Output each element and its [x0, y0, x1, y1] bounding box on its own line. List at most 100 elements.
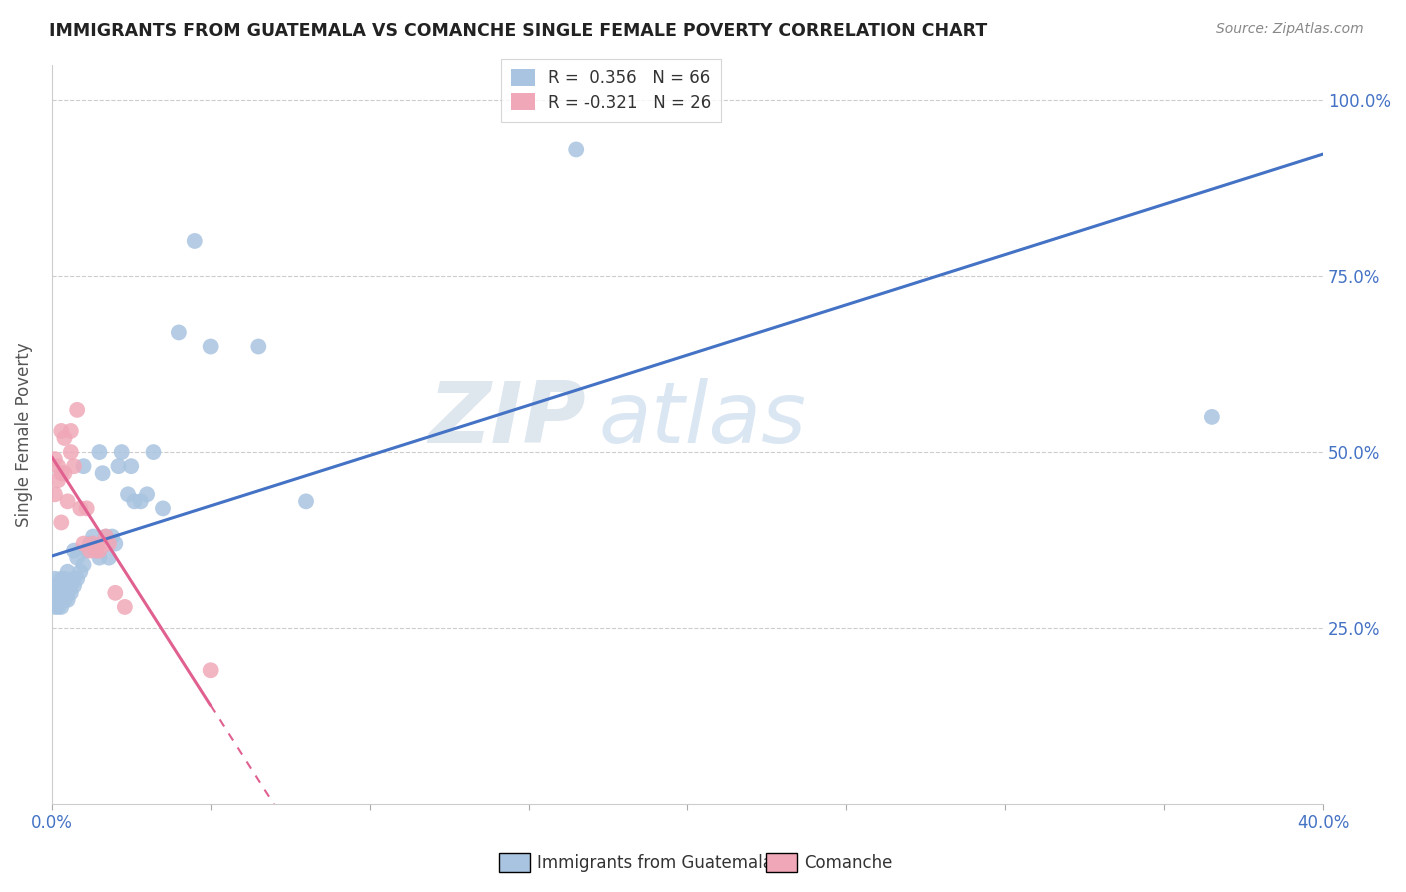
Point: [46, 473, 69, 487]
Point: [69, 565, 91, 579]
Point: [1201, 409, 1223, 424]
Point: [72, 536, 94, 550]
Point: [124, 494, 146, 508]
Point: [44, 579, 66, 593]
Point: [53, 593, 76, 607]
Point: [152, 501, 174, 516]
Point: [111, 445, 134, 459]
Point: [44, 593, 66, 607]
Point: [76, 501, 98, 516]
Point: [89, 550, 111, 565]
Point: [84, 543, 107, 558]
Point: [76, 543, 98, 558]
Point: [79, 536, 101, 550]
Point: [63, 459, 86, 474]
Point: [184, 234, 207, 248]
Point: [56, 579, 79, 593]
Point: [46, 459, 69, 474]
Point: [89, 543, 111, 558]
Text: Comanche: Comanche: [804, 854, 893, 871]
Point: [53, 579, 76, 593]
Point: [63, 572, 86, 586]
Text: ZIP: ZIP: [427, 378, 586, 461]
Point: [72, 459, 94, 474]
Point: [104, 536, 127, 550]
Point: [200, 663, 222, 677]
Point: [46, 579, 69, 593]
Point: [59, 579, 82, 593]
Point: [46, 599, 69, 614]
Point: [104, 586, 127, 600]
Point: [51, 586, 73, 600]
Point: [53, 466, 76, 480]
Point: [117, 487, 139, 501]
Point: [44, 586, 66, 600]
Point: [59, 586, 82, 600]
Point: [129, 494, 152, 508]
Point: [59, 424, 82, 438]
Point: [136, 487, 159, 501]
Text: Source: ZipAtlas.com: Source: ZipAtlas.com: [1216, 22, 1364, 37]
Text: IMMIGRANTS FROM GUATEMALA VS COMANCHE SINGLE FEMALE POVERTY CORRELATION CHART: IMMIGRANTS FROM GUATEMALA VS COMANCHE SI…: [49, 22, 987, 40]
Point: [565, 143, 588, 157]
Point: [53, 586, 76, 600]
Point: [56, 593, 79, 607]
Point: [69, 501, 91, 516]
Point: [82, 530, 104, 544]
Point: [46, 593, 69, 607]
Point: [91, 466, 114, 480]
Point: [46, 586, 69, 600]
Point: [46, 579, 69, 593]
Point: [82, 536, 104, 550]
Point: [63, 579, 86, 593]
Point: [59, 445, 82, 459]
Y-axis label: Single Female Poverty: Single Female Poverty: [15, 343, 32, 527]
Point: [114, 599, 136, 614]
Point: [44, 572, 66, 586]
Point: [66, 402, 89, 417]
Point: [94, 530, 117, 544]
Point: [107, 459, 129, 474]
Point: [51, 599, 73, 614]
Point: [56, 565, 79, 579]
Point: [97, 550, 120, 565]
Point: [66, 550, 89, 565]
Point: [120, 459, 142, 474]
Point: [46, 593, 69, 607]
Point: [53, 572, 76, 586]
Point: [167, 326, 190, 340]
Point: [44, 487, 66, 501]
Point: [51, 586, 73, 600]
Point: [51, 466, 73, 480]
Text: Immigrants from Guatemala: Immigrants from Guatemala: [537, 854, 773, 871]
Point: [51, 593, 73, 607]
Point: [44, 452, 66, 467]
Point: [51, 516, 73, 530]
Point: [56, 586, 79, 600]
Point: [101, 530, 124, 544]
Point: [72, 558, 94, 572]
Point: [97, 536, 120, 550]
Point: [44, 593, 66, 607]
Point: [84, 543, 107, 558]
Point: [79, 543, 101, 558]
Point: [44, 579, 66, 593]
Point: [53, 586, 76, 600]
Legend: R =  0.356   N = 66, R = -0.321   N = 26: R = 0.356 N = 66, R = -0.321 N = 26: [501, 59, 721, 121]
Point: [247, 339, 270, 353]
Point: [295, 494, 318, 508]
Text: atlas: atlas: [599, 378, 807, 461]
Point: [53, 431, 76, 445]
Point: [63, 543, 86, 558]
Point: [56, 494, 79, 508]
Point: [66, 572, 89, 586]
Point: [142, 445, 165, 459]
Point: [200, 339, 222, 353]
Point: [51, 579, 73, 593]
Point: [44, 599, 66, 614]
Point: [94, 530, 117, 544]
Point: [46, 586, 69, 600]
Point: [51, 572, 73, 586]
Point: [51, 424, 73, 438]
Point: [89, 445, 111, 459]
